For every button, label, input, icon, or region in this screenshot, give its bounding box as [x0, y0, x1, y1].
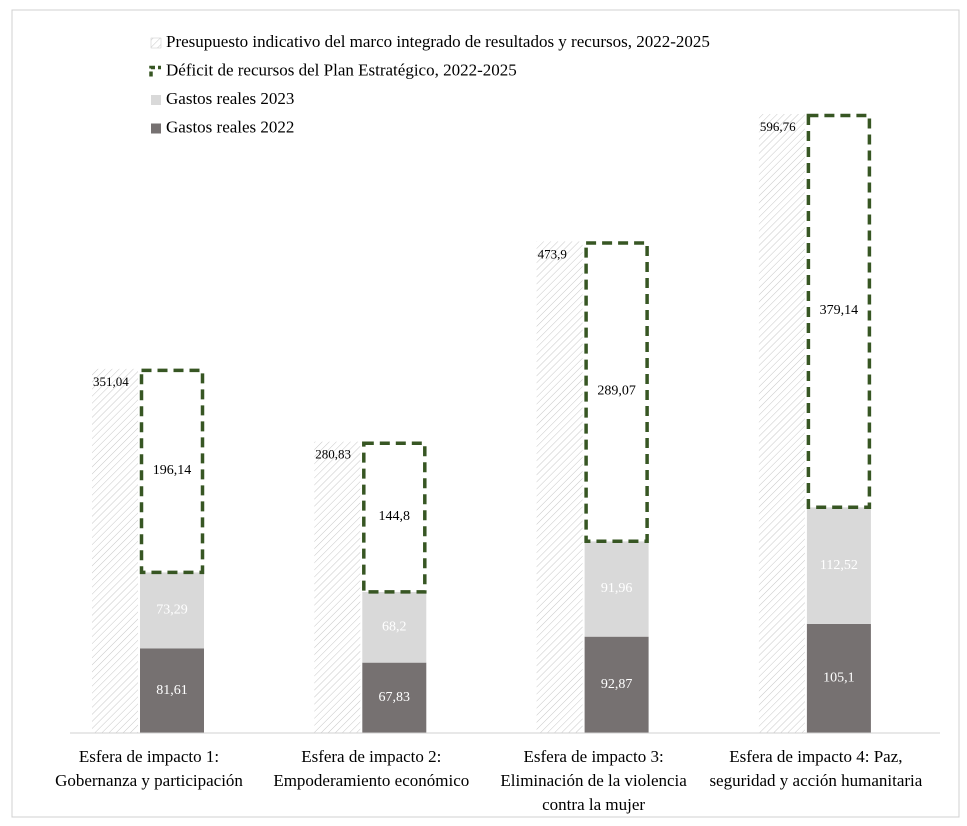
value-label: 379,14 — [820, 303, 859, 318]
spend-bar — [806, 623, 871, 733]
spend-bar — [362, 662, 427, 733]
frame — [11, 9, 960, 818]
value-label: 289,07 — [597, 384, 636, 399]
budget-bar — [314, 441, 361, 733]
deficit-bar — [806, 113, 872, 510]
legend-label: Gastos reales 2022 — [166, 117, 294, 136]
x-tick-label: Esfera de impacto 2: Empoderamiento econ… — [273, 747, 470, 790]
legend-label: Gastos reales 2023 — [166, 89, 294, 108]
legend-label: Déficit de recursos del Plan Estratégico… — [166, 60, 517, 79]
spend-bar — [140, 572, 204, 649]
deficit-bar — [584, 241, 649, 544]
value-label: 68,2 — [382, 619, 407, 634]
x-tick-label: Esfera de impacto 3: Eliminación de la v… — [500, 747, 687, 814]
value-label: 144,8 — [379, 509, 411, 524]
legend-label: Presupuesto indicativo del marco integra… — [166, 32, 710, 51]
budget-label: 280,83 — [315, 447, 351, 462]
value-label: 105,1 — [823, 671, 855, 686]
budget-label: 473,9 — [538, 246, 567, 261]
budget-label: 596,76 — [760, 119, 796, 134]
spend-bar — [362, 591, 427, 663]
value-label: 92,87 — [601, 677, 633, 692]
budget-label: 351,04 — [93, 374, 129, 389]
legend-swatch — [151, 95, 161, 105]
spend-bar — [584, 541, 649, 637]
spend-bar — [584, 636, 649, 733]
x-tick-label: Esfera de impacto 4: Paz, seguridad y ac… — [709, 747, 923, 790]
value-label: 196,14 — [153, 463, 192, 478]
legend-swatch — [151, 123, 161, 134]
spend-bar — [806, 507, 871, 624]
value-label: 81,61 — [156, 683, 188, 698]
budget-bar — [536, 241, 583, 734]
value-label: 112,52 — [820, 558, 858, 573]
spend-bar — [140, 648, 204, 733]
value-label: 67,83 — [379, 690, 411, 705]
budget-bar — [758, 114, 805, 733]
legend-swatch — [150, 37, 162, 49]
deficit-bar — [362, 441, 427, 594]
deficit-bar — [139, 368, 205, 575]
value-label: 91,96 — [601, 581, 633, 596]
legend-swatch — [149, 65, 161, 77]
budget-bar — [92, 368, 138, 733]
x-tick-label: Esfera de impacto 1: Gobernanza y partic… — [55, 747, 243, 790]
value-label: 73,29 — [156, 603, 188, 618]
